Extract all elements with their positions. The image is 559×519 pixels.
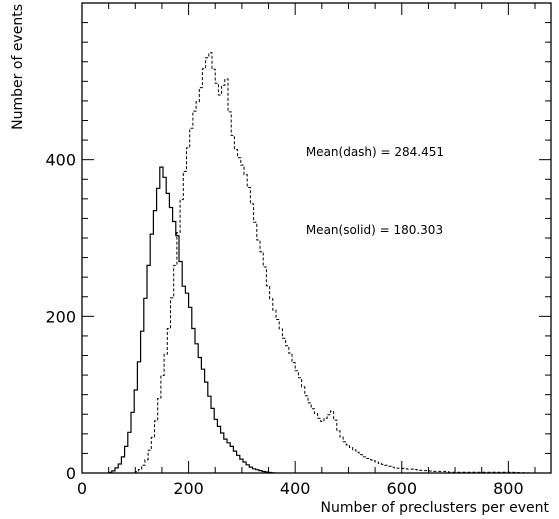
annotation-mean: Mean(solid) = 180.303 xyxy=(306,223,443,237)
y-tick-label: 400 xyxy=(45,151,76,170)
series-dash-line xyxy=(134,52,532,474)
y-axis-label: Number of events xyxy=(10,4,26,130)
annotations-group: Mean(dash) = 284.451 Mean(solid) = 180.30… xyxy=(306,145,444,237)
x-tick-label: 600 xyxy=(386,479,417,498)
series-solid-line xyxy=(108,166,276,474)
series-group xyxy=(108,52,532,474)
y-tick-label: 0 xyxy=(66,464,76,483)
x-tick-label: 200 xyxy=(173,479,204,498)
x-tick-label: 0 xyxy=(77,479,87,498)
y-tick-label: 200 xyxy=(45,307,76,326)
annotation-mean: Mean(dash) = 284.451 xyxy=(306,145,444,159)
plot-frame xyxy=(81,2,552,474)
x-tick-label: 800 xyxy=(493,479,524,498)
x-tick-label: 400 xyxy=(280,479,311,498)
x-axis-label: Number of preclusters per event xyxy=(320,500,549,516)
axis-ticks xyxy=(81,2,551,474)
tick-labels: 0 200 400 600 800 0 200 400 xyxy=(45,151,523,498)
